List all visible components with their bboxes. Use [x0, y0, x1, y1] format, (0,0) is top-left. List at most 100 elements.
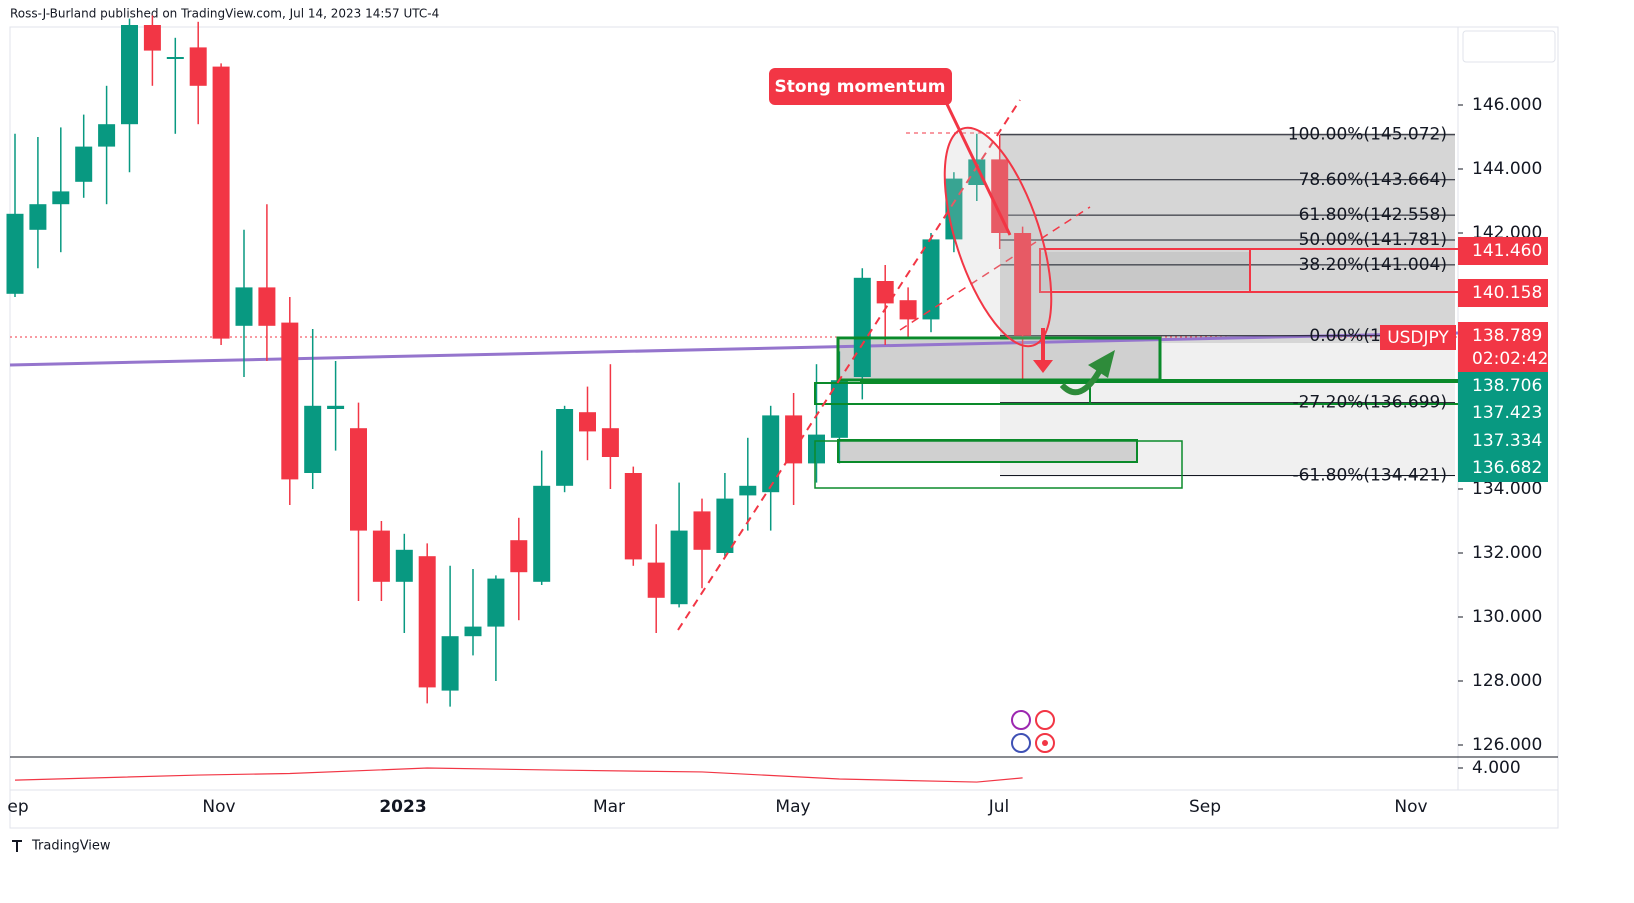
candle-body	[372, 530, 390, 582]
candle-body	[968, 159, 986, 185]
fib-label: -27.20%(136.699)	[1292, 393, 1447, 413]
candle-body	[510, 540, 528, 573]
fib-label: 100.00%(145.072)	[1288, 125, 1447, 145]
candle-body	[258, 287, 276, 326]
zone	[1040, 252, 1250, 290]
indicator-line	[14, 767, 1023, 783]
x-tick-label: May	[775, 797, 810, 817]
price-tag-label: 138.706	[1472, 376, 1542, 396]
candle-body	[693, 511, 711, 550]
candle-body	[441, 636, 459, 691]
price-tag	[1458, 372, 1548, 400]
candle-body	[579, 412, 596, 432]
candle-body	[143, 25, 161, 51]
event-icon[interactable]	[1011, 710, 1031, 730]
symbol-label: USDJPY	[1387, 328, 1449, 348]
candle-body	[281, 322, 299, 480]
candle-body	[556, 409, 574, 486]
y-tick-label: 132.000	[1472, 543, 1542, 563]
drawings-front: Stong momentum	[677, 68, 1458, 753]
fib-zone	[1000, 133, 1455, 343]
y-tick-label: 130.000	[1472, 607, 1542, 627]
candle-body	[6, 213, 24, 294]
candle-body	[670, 530, 688, 605]
moving-average	[9, 331, 1459, 367]
candle-body	[601, 428, 619, 457]
candle-body	[533, 485, 551, 582]
x-tick-label: Mar	[593, 797, 625, 817]
candle-body	[121, 25, 138, 125]
frame	[9, 26, 1559, 829]
trendline	[677, 99, 1021, 631]
y-tick-label: 144.000	[1472, 159, 1542, 179]
x-tick-label: Sep	[1189, 797, 1221, 817]
last-price-tag	[1458, 322, 1548, 372]
candle-body	[52, 191, 70, 205]
candle-body	[830, 380, 848, 438]
zone-border	[814, 440, 1183, 489]
footer: TradingView	[31, 839, 111, 854]
plot	[6, 15, 1032, 707]
arrow-head	[1033, 360, 1053, 373]
candle-body	[853, 277, 871, 377]
price-tag	[1458, 279, 1548, 307]
candle-body	[29, 204, 47, 230]
callout	[769, 68, 952, 105]
callout-pointer	[943, 99, 1012, 236]
arrow	[1059, 368, 1103, 396]
candle-body	[785, 415, 803, 464]
price-tag-label: 136.682	[1472, 458, 1542, 478]
zone-border	[814, 382, 1091, 405]
annotation: Stong momentum	[775, 77, 946, 97]
fib-label: -61.80%(134.421)	[1292, 466, 1447, 486]
x-tick-label: Nov	[1394, 797, 1427, 817]
candle-body	[624, 473, 642, 560]
header: Ross-J-Burland published on TradingView.…	[10, 7, 439, 21]
price-tag-label: 140.158	[1472, 283, 1542, 303]
fib-label: 78.60%(143.664)	[1299, 170, 1447, 190]
arrow-head	[1088, 350, 1115, 378]
price-tag-label: 141.460	[1472, 241, 1542, 261]
candle-body	[1014, 233, 1032, 336]
y-tick-label: 146.000	[1472, 95, 1542, 115]
price-tag-label: 137.423	[1472, 403, 1542, 423]
highlight-ellipse	[943, 126, 1053, 348]
candle-body	[716, 498, 734, 553]
candle-body	[762, 415, 780, 493]
candle-body	[304, 405, 322, 473]
fib-label: 50.00%(141.781)	[1299, 230, 1447, 250]
candle-body	[922, 239, 940, 320]
candle-body	[739, 485, 757, 496]
price-tag	[1458, 454, 1548, 482]
candle-body	[418, 556, 436, 688]
event-icon[interactable]	[1035, 710, 1055, 730]
price-tag	[1458, 399, 1548, 427]
candle-body	[876, 281, 894, 304]
zone	[838, 440, 1137, 462]
candle-body	[395, 549, 413, 582]
candle-body	[945, 178, 963, 240]
last-price-label: 138.789	[1472, 326, 1542, 346]
candle-body	[647, 562, 665, 598]
fib-label: 38.20%(141.004)	[1299, 255, 1447, 275]
button[interactable]	[1462, 30, 1556, 63]
trendline	[899, 206, 1091, 331]
candle-body	[166, 57, 184, 59]
countdown: 02:02:42	[1472, 349, 1548, 369]
event-icon-dot	[1042, 740, 1048, 746]
candle-body	[991, 159, 1009, 233]
x-tick-label: 2023	[379, 797, 426, 817]
logo	[12, 840, 22, 852]
candle-body	[212, 66, 230, 339]
candle-body	[235, 287, 253, 326]
zone-border	[837, 439, 1138, 463]
candle-body	[487, 578, 505, 627]
drawings-back	[9, 132, 1459, 477]
price-tag	[1458, 427, 1548, 455]
indicator-tick-label: 4.000	[1472, 758, 1521, 778]
event-icon[interactable]	[1011, 733, 1031, 753]
candle-body	[189, 47, 207, 86]
candle-body	[327, 405, 345, 409]
y-tick-label: 134.000	[1472, 479, 1542, 499]
x-tick-label: ep	[7, 797, 28, 817]
